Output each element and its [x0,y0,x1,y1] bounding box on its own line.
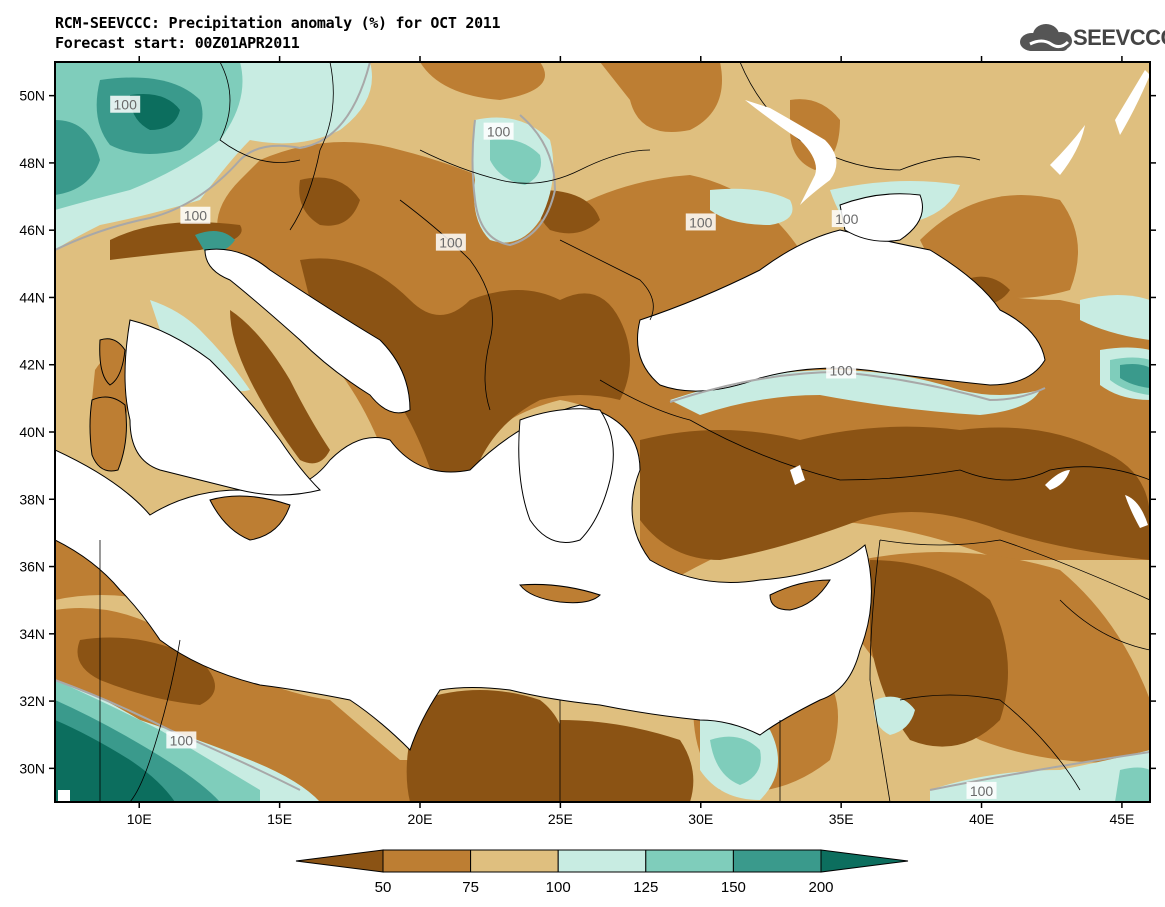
contour-label-background [483,122,514,140]
contour-label-background [685,213,716,231]
mediterranean-sea [55,404,872,751]
contour-label: 100 [170,732,194,748]
contour-label: 100 [184,208,208,224]
sea-areas [55,193,1046,751]
legend-level-label: 150 [721,879,746,896]
aegean-sea [518,408,614,543]
contour-label: 100 [829,362,853,378]
contour-labels: 100 100 100 100 100 100 100 100 100 [110,95,997,799]
lon-tick-label: 30E [688,811,713,827]
lon-tick-label: 20E [408,811,433,827]
legend-swatch-lower-triangle [295,849,384,873]
lat-tick-label: 34N [19,626,45,642]
sea-of-azov [839,193,923,242]
black-sea [637,229,1046,392]
contour-label: 100 [487,124,511,140]
contour-label-background [831,210,862,228]
legend-swatch [470,849,559,873]
legend-swatch [732,849,822,873]
lat-tick-label: 30N [19,760,45,776]
contour-label: 100 [970,783,994,799]
lon-tick-label: 35E [829,811,854,827]
extreme-wet-areas [55,94,180,802]
lat-tick-label: 48N [19,155,45,171]
lat-tick-label: 42N [19,357,45,373]
contour-label-background [166,731,197,749]
adriatic-sea [204,248,411,414]
legend-swatch [645,849,734,873]
legend-level-label: 200 [808,879,833,896]
sardinia [89,396,127,472]
lat-tick-label: 46N [19,222,45,238]
lat-tick-label: 32N [19,693,45,709]
lon-tick-label: 10E [127,811,152,827]
contour-label-background [180,206,211,224]
legend-swatch [382,849,472,873]
contour-label: 100 [835,211,859,227]
latitude-axis: 50N 48N 46N 44N 42N 40N 38N 36N 34N 32N 30N [19,88,1156,776]
country-borders [99,62,1150,802]
legend-swatch [557,849,647,873]
forecast-start-subtitle: Forecast start: 00Z01APR2011 [55,34,300,52]
color-legend: 50 75 100 125 150 200 [295,849,909,896]
contour-label-background [966,781,997,799]
crete [519,583,601,604]
longitude-axis: 10E 15E 20E 25E 30E 35E 40E 45E [127,56,1134,827]
lat-tick-label: 50N [19,88,45,104]
legend-level-label: 75 [462,879,479,896]
cyprus [769,579,831,611]
contour-label: 100 [439,235,463,251]
tyrrhenian-sea [124,319,321,496]
map-title: RCM-SEEVCCC: Precipitation anomaly (%) f… [55,14,501,32]
lat-tick-label: 38N [19,491,45,507]
contour-label-background [435,233,466,251]
contour-label: 100 [689,214,713,230]
very-dry-areas [77,177,1150,802]
map-field [55,62,1150,802]
missing-data-patches [58,70,1150,802]
cloud-logo-icon [1020,24,1072,51]
legend-swatch-upper-triangle [820,849,909,873]
islands [89,338,831,611]
lon-tick-label: 25E [548,811,573,827]
contour-label-background [110,95,141,113]
legend-level-label: 100 [546,879,571,896]
contour-100-lines [55,62,1150,791]
contour-label: 100 [114,97,138,113]
lat-tick-label: 36N [19,559,45,575]
sicily [209,495,291,541]
legend-level-label: 125 [633,879,658,896]
lon-tick-label: 15E [267,811,292,827]
contour-label-background [826,361,857,379]
legend-level-label: 50 [375,879,392,896]
corsica [99,338,126,386]
lat-tick-label: 40N [19,424,45,440]
seevccc-logo-text: SEEVCCC [1073,25,1165,50]
lon-tick-label: 45E [1109,811,1134,827]
lat-tick-label: 44N [19,289,45,305]
lon-tick-label: 40E [969,811,994,827]
